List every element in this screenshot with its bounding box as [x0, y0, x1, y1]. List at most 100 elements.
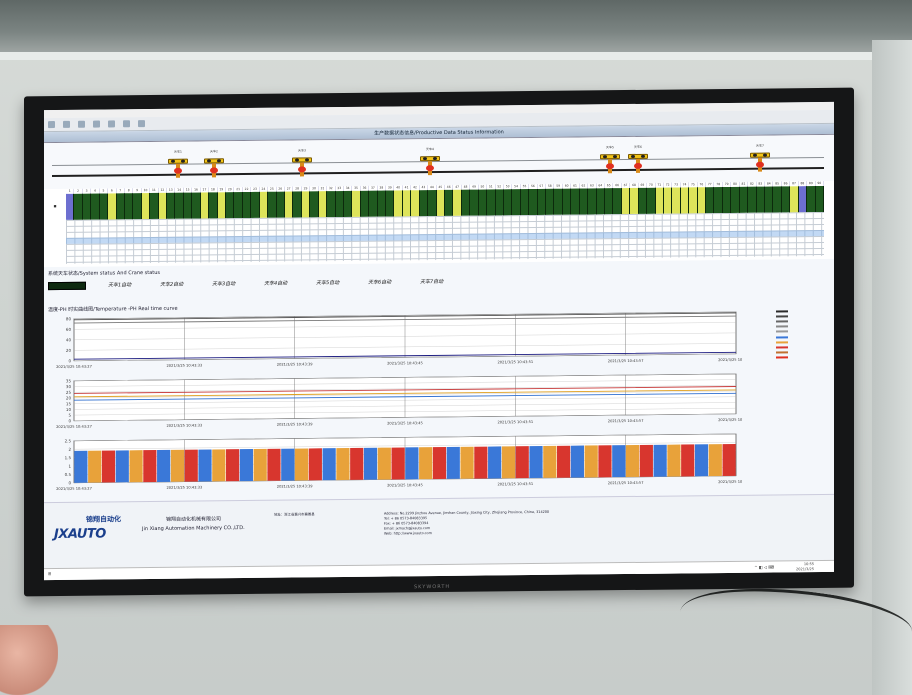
- bay-cell[interactable]: [537, 188, 547, 215]
- bay-cell[interactable]: [478, 189, 488, 216]
- toolbar-button-0[interactable]: [48, 121, 57, 129]
- bay-cell[interactable]: [520, 189, 530, 216]
- bay-cell[interactable]: [82, 193, 92, 220]
- bay-cell[interactable]: [377, 190, 387, 217]
- bay-cell[interactable]: [150, 192, 159, 220]
- bay-cell[interactable]: [756, 186, 766, 213]
- bay-cell[interactable]: [773, 186, 782, 213]
- bay-cell[interactable]: [386, 190, 395, 217]
- bay-cell[interactable]: [419, 190, 429, 217]
- bay-cell[interactable]: [158, 192, 168, 219]
- bay-cell[interactable]: [470, 189, 479, 216]
- bay-cell[interactable]: [706, 187, 715, 214]
- toolbar-button-3[interactable]: [93, 120, 102, 128]
- bay-cell[interactable]: [394, 190, 403, 217]
- bay-cell[interactable]: [596, 188, 605, 215]
- bay-cell[interactable]: [571, 188, 580, 215]
- bay-cell[interactable]: [765, 186, 774, 213]
- bay-cell[interactable]: [605, 188, 614, 215]
- bay-cell[interactable]: [815, 185, 824, 213]
- bay-cell[interactable]: [116, 193, 125, 220]
- bay-cell[interactable]: [428, 190, 437, 217]
- bay-cell[interactable]: [66, 193, 75, 220]
- bay-cell[interactable]: [672, 187, 681, 214]
- bay-cell[interactable]: [613, 188, 622, 215]
- clock[interactable]: 10:55 2021/3/25: [796, 562, 814, 572]
- bay-cell[interactable]: [588, 188, 597, 215]
- bay-cell[interactable]: [529, 188, 538, 216]
- bay-cell[interactable]: [141, 193, 151, 220]
- bay-cell[interactable]: [352, 190, 361, 217]
- bay-cell[interactable]: [621, 187, 631, 215]
- bay-cell[interactable]: [343, 190, 353, 217]
- bay-cell[interactable]: [192, 192, 201, 219]
- toolbar-button-5[interactable]: [123, 120, 132, 128]
- bay-cell[interactable]: [327, 191, 336, 218]
- bay-cell[interactable]: [655, 187, 664, 214]
- bay-cell[interactable]: [217, 192, 227, 219]
- bay-cell[interactable]: [318, 191, 328, 218]
- bay-cell[interactable]: [124, 193, 134, 220]
- crane-1[interactable]: 天车1: [168, 150, 188, 186]
- bay-cell[interactable]: [495, 189, 504, 216]
- bay-cell[interactable]: [714, 187, 723, 214]
- bay-cell[interactable]: [554, 188, 563, 215]
- bay-cell[interactable]: [242, 191, 252, 219]
- bay-cell[interactable]: [781, 186, 791, 213]
- bay-cell[interactable]: [226, 192, 235, 219]
- bay-cell[interactable]: [739, 186, 749, 213]
- bay-cell[interactable]: [630, 187, 639, 214]
- crane-4[interactable]: 天车4: [420, 147, 440, 183]
- bay-cell[interactable]: [411, 190, 420, 217]
- bay-cell[interactable]: [234, 192, 243, 219]
- bay-cell[interactable]: [276, 191, 285, 218]
- bay-cell[interactable]: [579, 188, 589, 215]
- bay-cell[interactable]: [680, 187, 690, 214]
- bay-cell[interactable]: [310, 191, 319, 218]
- bay-cell[interactable]: [503, 189, 513, 216]
- bay-cell[interactable]: [663, 187, 673, 214]
- bay-cell[interactable]: [798, 186, 808, 213]
- bay-cell[interactable]: [369, 190, 378, 217]
- bay-cell[interactable]: [790, 186, 799, 213]
- bay-cell[interactable]: [453, 189, 462, 216]
- bay-cell[interactable]: [335, 190, 344, 218]
- bay-cell[interactable]: [436, 189, 445, 217]
- bay-cell[interactable]: [301, 191, 311, 218]
- toolbar-button-2[interactable]: [78, 120, 87, 128]
- bay-cell[interactable]: [133, 193, 142, 220]
- crane-7[interactable]: 天车7: [750, 144, 770, 180]
- tray-icons[interactable]: ^ ◧ ◁ ⌨: [754, 564, 774, 570]
- toolbar-button-1[interactable]: [63, 120, 72, 128]
- bay-cell[interactable]: [360, 190, 370, 217]
- bay-cell[interactable]: [99, 193, 109, 220]
- bay-cell[interactable]: [293, 191, 302, 218]
- bay-cell[interactable]: [175, 192, 184, 219]
- bay-cell[interactable]: [748, 186, 757, 213]
- bay-cell[interactable]: [91, 193, 100, 220]
- bay-cell[interactable]: [251, 191, 260, 218]
- bay-cell[interactable]: [487, 189, 496, 216]
- start-button[interactable]: ⊞: [48, 571, 52, 577]
- bay-cell[interactable]: [731, 186, 740, 213]
- bay-cell[interactable]: [167, 192, 176, 219]
- bay-cell[interactable]: [402, 190, 412, 217]
- bay-cell[interactable]: [74, 193, 83, 220]
- bay-cell[interactable]: [284, 191, 294, 218]
- crane-6[interactable]: 天车6: [628, 145, 648, 181]
- bay-cell[interactable]: [722, 186, 732, 214]
- bay-cell[interactable]: [689, 187, 698, 214]
- crane-3[interactable]: 天车3: [292, 148, 312, 184]
- bay-cell[interactable]: [183, 192, 193, 219]
- bay-cell[interactable]: [512, 189, 521, 216]
- bay-cell[interactable]: [259, 191, 269, 218]
- bay-cell[interactable]: [638, 187, 648, 214]
- bay-cell[interactable]: [444, 189, 454, 216]
- crane-2[interactable]: 天车2: [204, 149, 224, 185]
- bay-cell[interactable]: [108, 193, 117, 220]
- bay-cell[interactable]: [562, 188, 572, 215]
- bay-cell[interactable]: [546, 188, 555, 215]
- bay-cell[interactable]: [697, 187, 707, 214]
- bay-cell[interactable]: [647, 187, 656, 214]
- bay-cell[interactable]: [461, 189, 471, 216]
